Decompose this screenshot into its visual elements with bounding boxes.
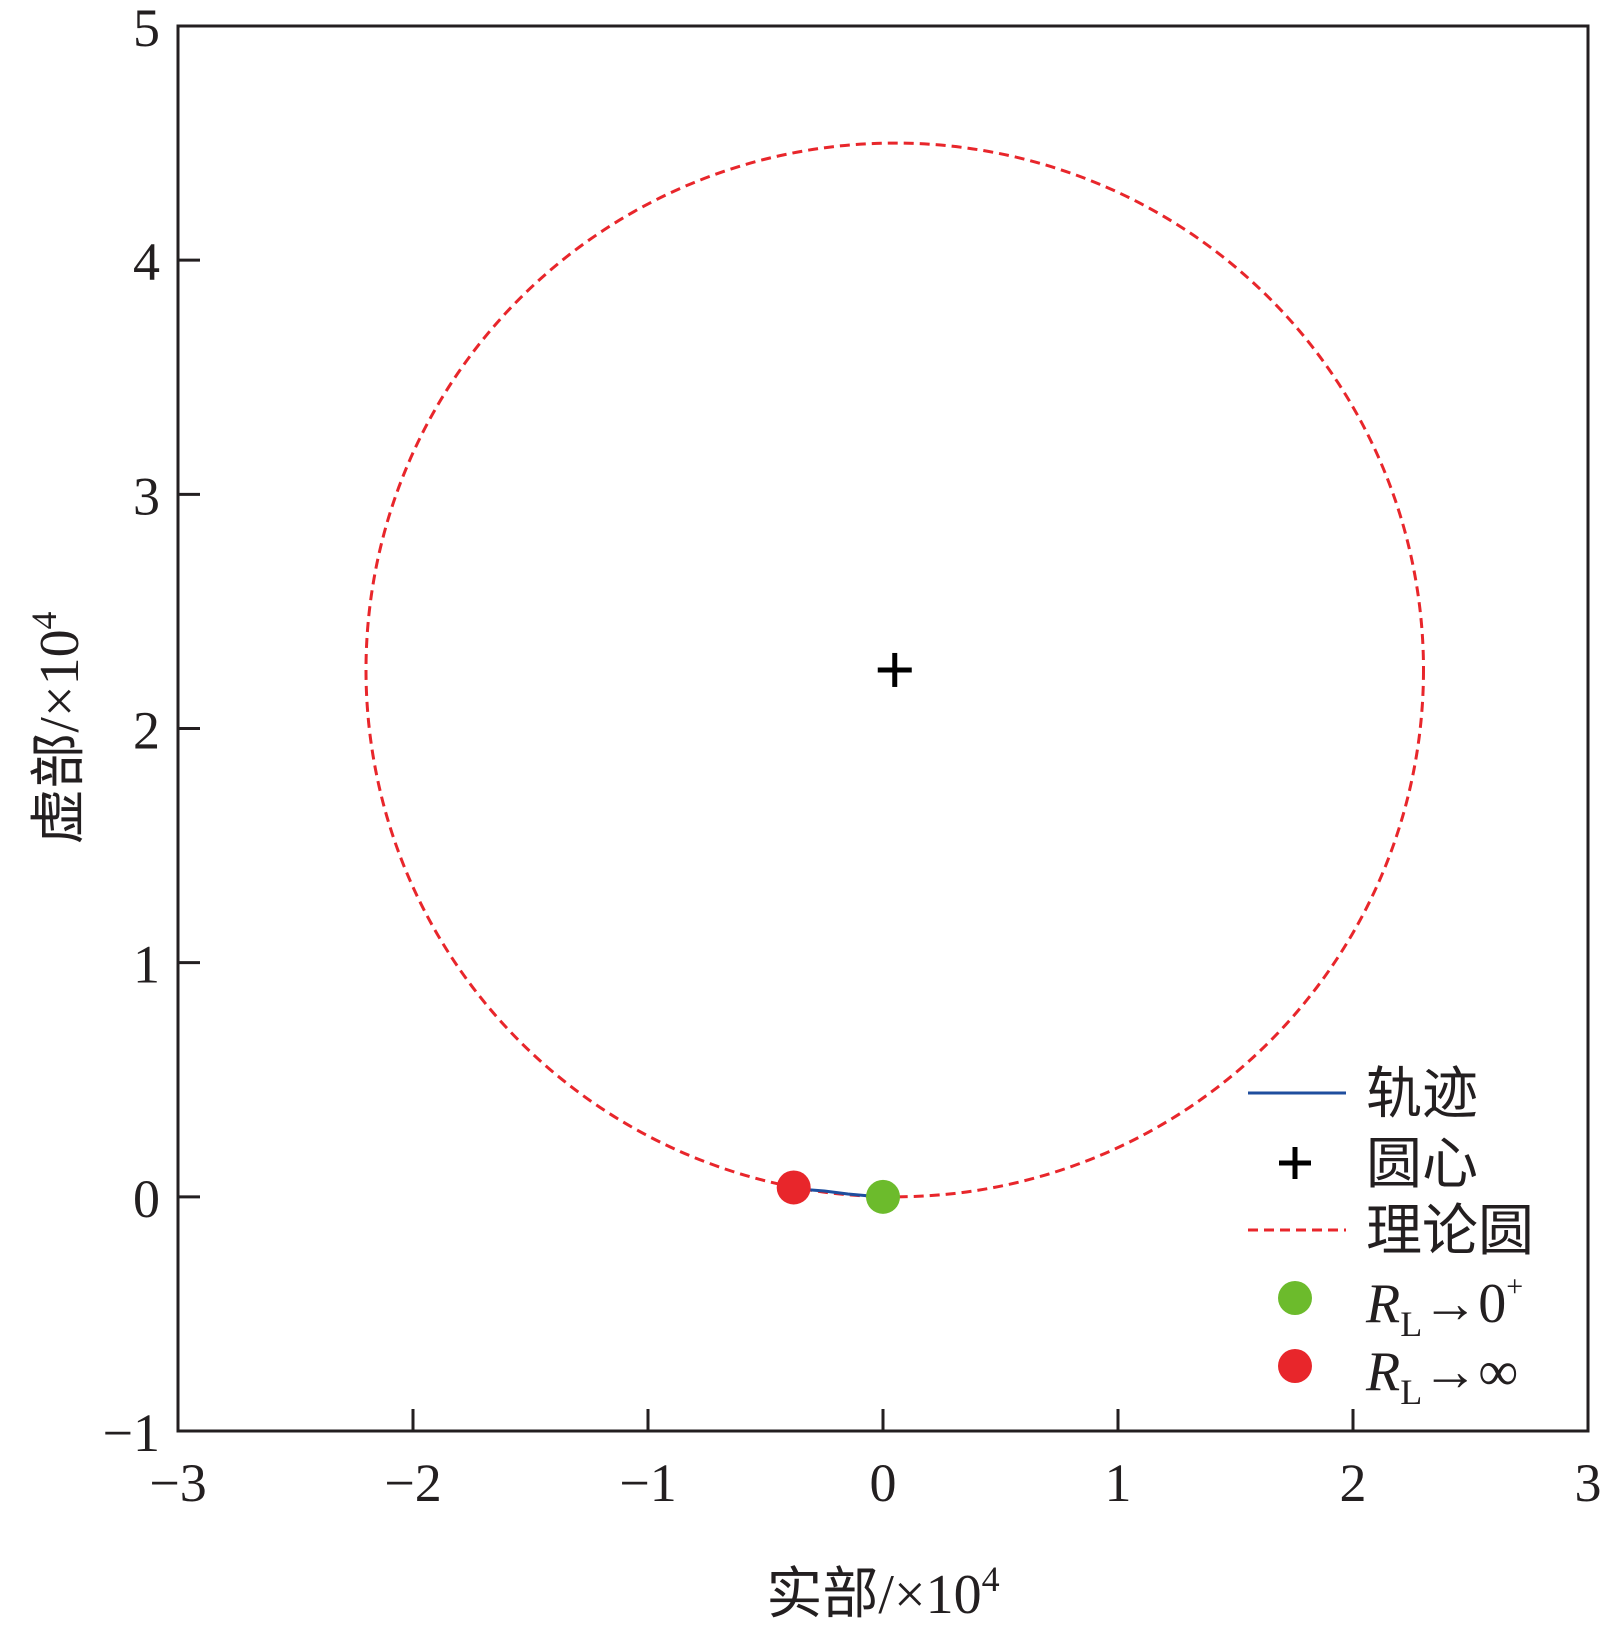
x-axis-title: 实部/×104 [766,1559,999,1626]
x-axis: −3 −2 −1 0 1 2 3 [149,1409,1602,1513]
x-tick-label: 1 [1105,1453,1132,1513]
plot-content [364,141,1425,1214]
x-tick-label: −1 [619,1453,676,1513]
x-tick-label: 3 [1575,1453,1602,1513]
legend-label-rl-zero: RL→0+ [1365,1270,1523,1344]
y-tick-label: 1 [133,935,160,995]
legend-label-center: 圆心 [1366,1134,1478,1196]
legend-swatch-rl-zero [1278,1281,1312,1315]
y-tick-label: 5 [133,0,160,58]
legend-label-rl-infinity: RL→∞ [1365,1341,1518,1412]
x-tick-label: 2 [1340,1453,1367,1513]
theoretical-circle-line [364,141,1425,1199]
legend-swatch-rl-infinity [1278,1349,1312,1383]
legend: 轨迹 圆心 理论圆 RL→0+ RL→∞ [1248,1064,1534,1412]
x-tick-label: −2 [384,1453,441,1513]
y-axis: −1 0 1 2 3 4 5 [103,0,200,1463]
x-tick-label: 0 [870,1453,897,1513]
center-plus-marker [877,652,912,687]
legend-label-trajectory: 轨迹 [1366,1064,1478,1126]
rl-zero-point [866,1179,900,1214]
legend-swatch-center [1279,1147,1311,1179]
x-tick-label: −3 [149,1453,206,1513]
y-tick-label: 0 [133,1169,160,1229]
y-tick-label: 4 [133,232,160,292]
y-tick-label: 2 [133,701,160,761]
x-axis-title-superscript: 4 [982,1559,1000,1599]
y-tick-label: 3 [133,466,160,526]
legend-label-theoretical-circle: 理论圆 [1366,1201,1534,1263]
y-axis-title-superscript: 4 [24,611,64,629]
y-tick-label: −1 [103,1403,160,1463]
y-axis-title: 虚部/×104 [24,611,91,844]
rl-infinity-point [776,1170,811,1205]
